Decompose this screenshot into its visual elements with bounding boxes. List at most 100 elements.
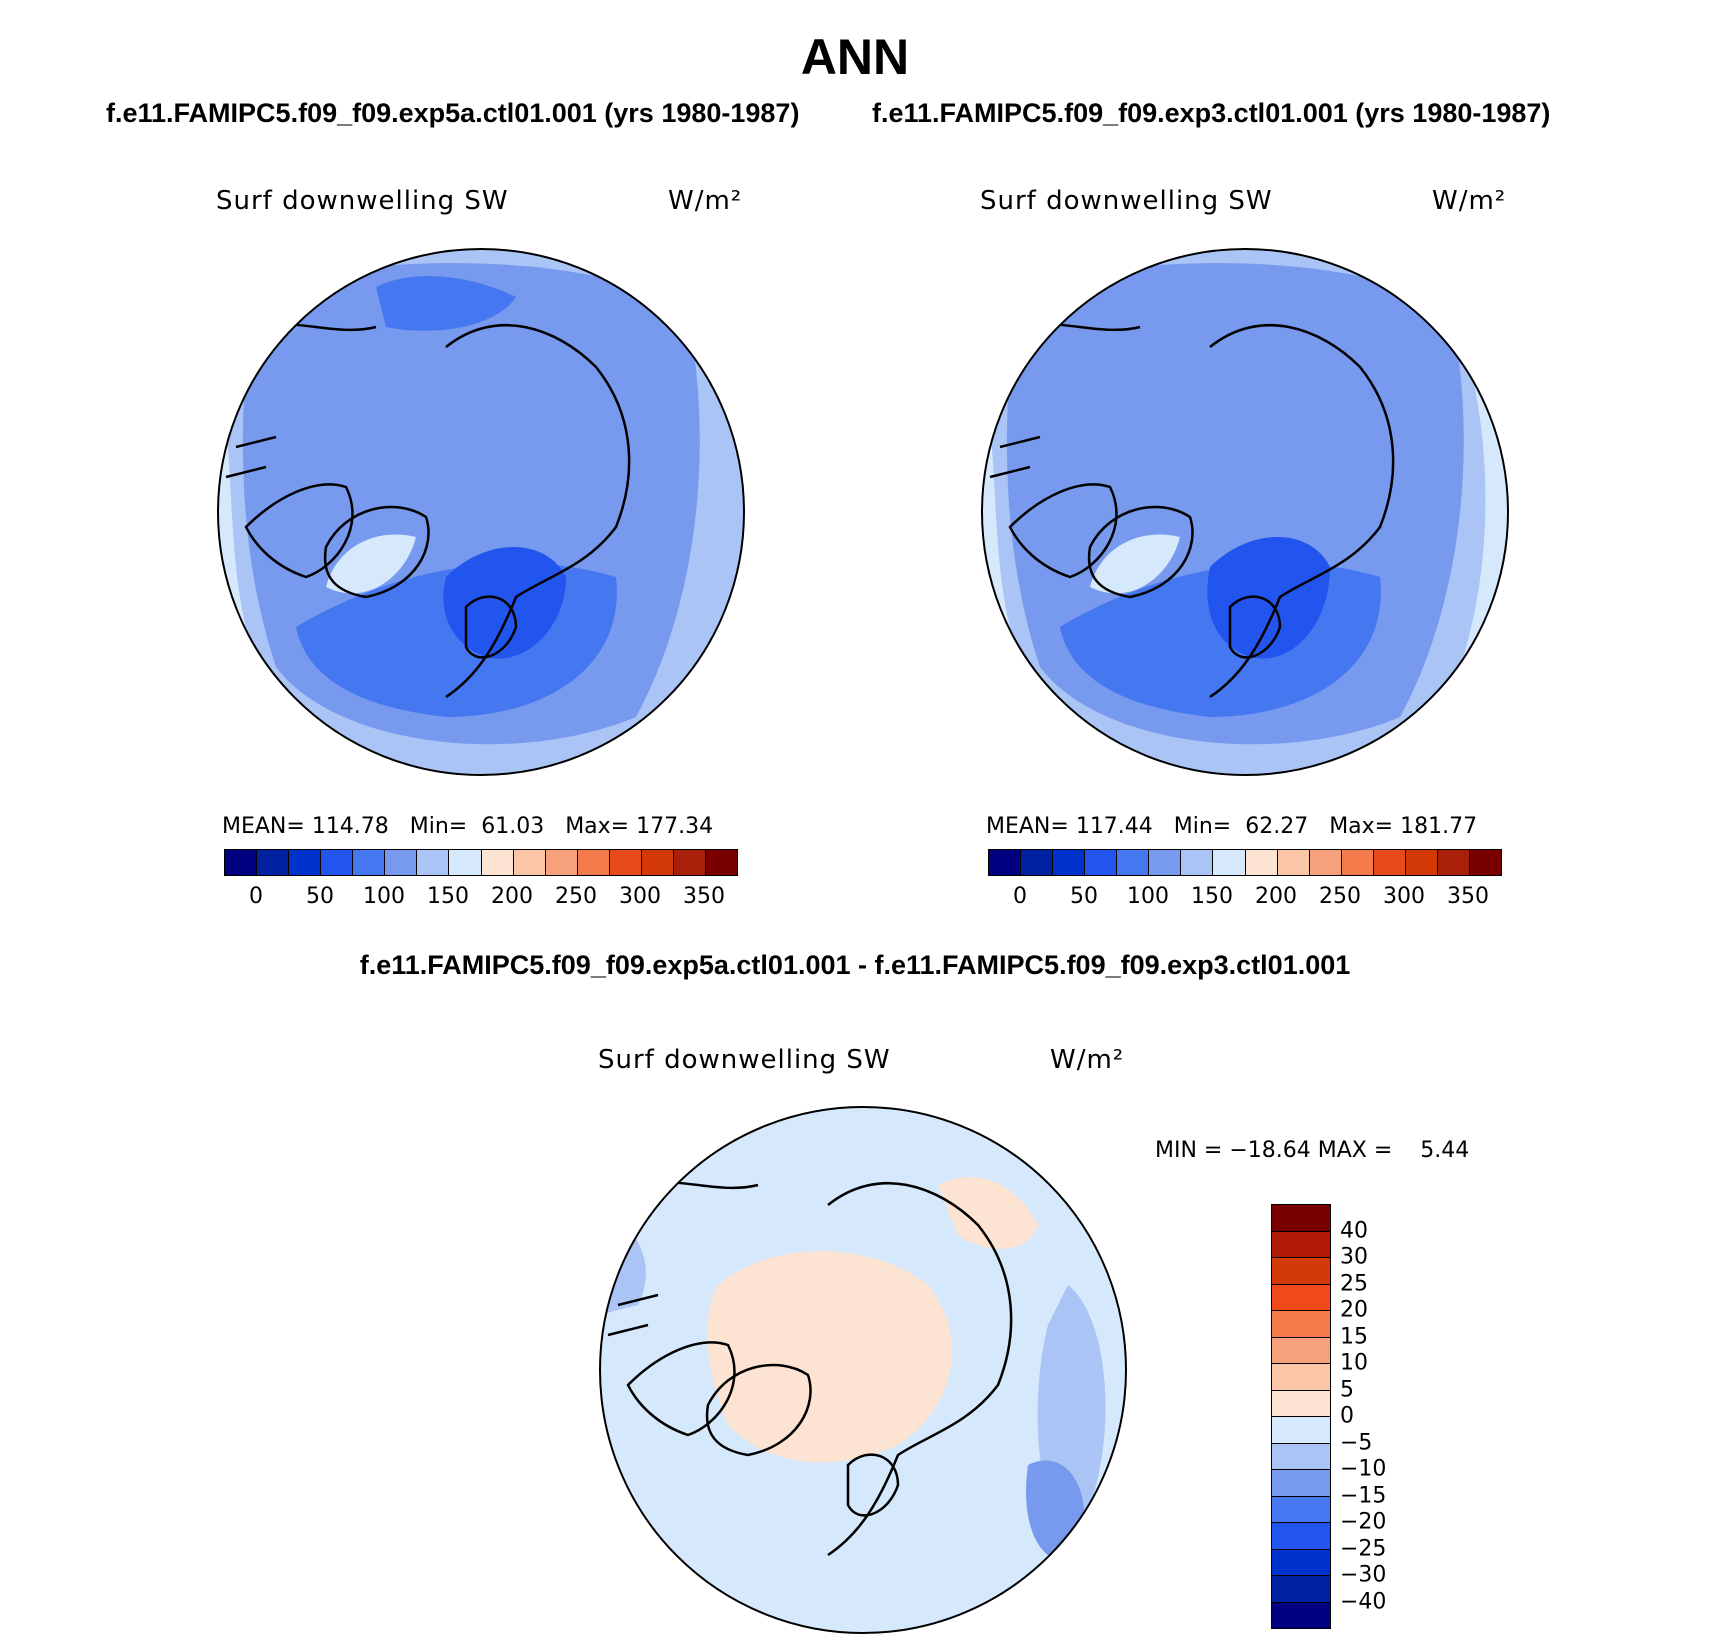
colorbar-box-2: [289, 850, 322, 875]
colorbar-box-2: [1272, 1258, 1330, 1285]
map-boundary: [217, 248, 745, 776]
colorbar-tick-label: 25: [1340, 1271, 1368, 1296]
colorbar-box-1: [257, 850, 290, 875]
colorbar-tick-label: 20: [1340, 1297, 1368, 1323]
colorbar-tick-label: 250: [555, 884, 597, 909]
scandinavia-coast: [846, 1453, 900, 1517]
greenland-high-field: [1090, 534, 1180, 594]
colorbar-box-10: [1309, 850, 1342, 875]
colorbar-tick-label: 10: [1340, 1350, 1368, 1376]
colorbar-box-7: [1213, 850, 1246, 875]
main-title: ANN: [800, 29, 910, 85]
left-polar-map: [217, 248, 745, 776]
eurasia-coast: [827, 1182, 1013, 1557]
colorbar-box-4: [1117, 850, 1150, 875]
colorbar-tick-label: 100: [363, 884, 405, 909]
colorbar-box-1: [1272, 1231, 1330, 1258]
right-units-label: W/m²: [1432, 186, 1507, 216]
colorbar-box-9: [1277, 850, 1310, 875]
colorbar-box-4: [1272, 1311, 1330, 1338]
colorbar-box-4: [353, 850, 386, 875]
diff-case-title: f.e11.FAMIPC5.f09_f09.exp5a.ctl01.001 - …: [359, 950, 1351, 980]
colorbar-box-6: [1272, 1364, 1330, 1391]
eurasia-coast: [1209, 324, 1395, 699]
norwegian-sea-min-field: [1207, 537, 1330, 659]
colorbar-box-12: [1373, 850, 1406, 875]
colorbar-box-5: [385, 850, 418, 875]
colorbar-box-0: [1272, 1205, 1330, 1232]
colorbar-box-11: [1341, 850, 1374, 875]
colorbar-box-3: [1272, 1284, 1330, 1311]
colorbar-tick-label: 250: [1319, 884, 1361, 909]
colorbar-box-14: [1437, 850, 1470, 875]
colorbar-box-13: [1405, 850, 1438, 875]
colorbar-tick-label: −15: [1340, 1483, 1387, 1508]
diff-colorbar: [1271, 1204, 1331, 1629]
diff-units-label: W/m²: [1050, 1045, 1125, 1075]
right-variable-label: Surf downwelling SW: [980, 186, 1273, 216]
eurasia-coast: [445, 324, 631, 699]
colorbar-box-8: [481, 850, 514, 875]
colorbar-tick-label: −25: [1340, 1536, 1387, 1561]
island-arcs: [225, 435, 277, 479]
greenland-coast: [1087, 505, 1194, 599]
colorbar-box-15: [1469, 850, 1501, 875]
colorbar-tick-label: −40: [1340, 1589, 1387, 1614]
left-variable-label: Surf downwelling SW: [216, 186, 509, 216]
colorbar-box-5: [1272, 1337, 1330, 1364]
left-stats: MEAN= 114.78 Min= 61.03 Max= 177.34: [222, 814, 714, 839]
colorbar-tick-label: −5: [1340, 1430, 1373, 1455]
greenland-high-field: [326, 534, 416, 594]
colorbar-box-10: [1272, 1470, 1330, 1497]
positive-patch: [938, 1177, 1038, 1249]
colorbar-box-10: [545, 850, 578, 875]
colorbar-tick-label: −20: [1340, 1509, 1387, 1535]
colorbar-tick-label: 50: [306, 884, 334, 909]
left-colorbar: [224, 849, 738, 876]
colorbar-box-8: [1245, 850, 1278, 875]
colorbar-box-12: [1272, 1523, 1330, 1550]
colorbar-box-0: [989, 850, 1022, 875]
right-polar-map: [981, 248, 1509, 776]
colorbar-box-15: [705, 850, 737, 875]
colorbar-tick-label: 50: [1070, 884, 1098, 909]
colorbar-box-6: [417, 850, 450, 875]
colorbar-box-9: [1272, 1443, 1330, 1470]
colorbar-box-0: [225, 850, 258, 875]
right-stats: MEAN= 117.44 Min= 62.27 Max= 181.77: [986, 814, 1478, 839]
colorbar-box-13: [1272, 1549, 1330, 1576]
colorbar-box-3: [321, 850, 354, 875]
colorbar-box-1: [1021, 850, 1054, 875]
colorbar-tick-label: 30: [1340, 1244, 1368, 1270]
colorbar-box-8: [1272, 1417, 1330, 1444]
colorbar-tick-label: 300: [1383, 884, 1425, 909]
colorbar-tick-label: 0: [1340, 1403, 1354, 1429]
west-negative-field: [600, 1205, 646, 1315]
north-america-coast: [626, 1341, 736, 1437]
left-colorbar-ticks: 0 50 100 150 200 250 300 350: [224, 884, 736, 914]
colorbar-tick-label: 40: [1340, 1218, 1368, 1243]
diff-colorbar-ticks: 40 30 25 20 15 10 5 0 −5 −10 −15 −20 −25 −30 −40: [1340, 1204, 1420, 1616]
colorbar-tick-label: 150: [1191, 884, 1233, 909]
colorbar-box-7: [1272, 1390, 1330, 1417]
right-colorbar-ticks: 0 50 100 150 200 250 300 350: [988, 884, 1500, 914]
colorbar-tick-label: 15: [1340, 1324, 1368, 1349]
north-america-coast: [1008, 483, 1118, 579]
colorbar-tick-label: 0: [249, 884, 263, 909]
colorbar-box-2: [1053, 850, 1086, 875]
diff-stats: MIN = −18.64 MAX = 5.44: [1155, 1138, 1470, 1163]
colorbar-box-9: [513, 850, 546, 875]
colorbar-box-15: [1272, 1602, 1330, 1628]
left-case-title: f.e11.FAMIPC5.f09_f09.exp5a.ctl01.001 (y…: [106, 98, 800, 128]
diff-polar-map: [599, 1106, 1127, 1634]
right-case-title: f.e11.FAMIPC5.f09_f09.exp3.ctl01.001 (yr…: [872, 98, 1551, 128]
colorbar-box-3: [1085, 850, 1118, 875]
colorbar-tick-label: −10: [1340, 1456, 1387, 1482]
colorbar-box-7: [449, 850, 482, 875]
greenland-coast: [323, 505, 430, 599]
colorbar-box-11: [577, 850, 610, 875]
north-america-coast: [244, 483, 354, 579]
map-boundary: [981, 248, 1509, 776]
scandinavia-coast: [1228, 595, 1282, 659]
colorbar-box-6: [1181, 850, 1214, 875]
